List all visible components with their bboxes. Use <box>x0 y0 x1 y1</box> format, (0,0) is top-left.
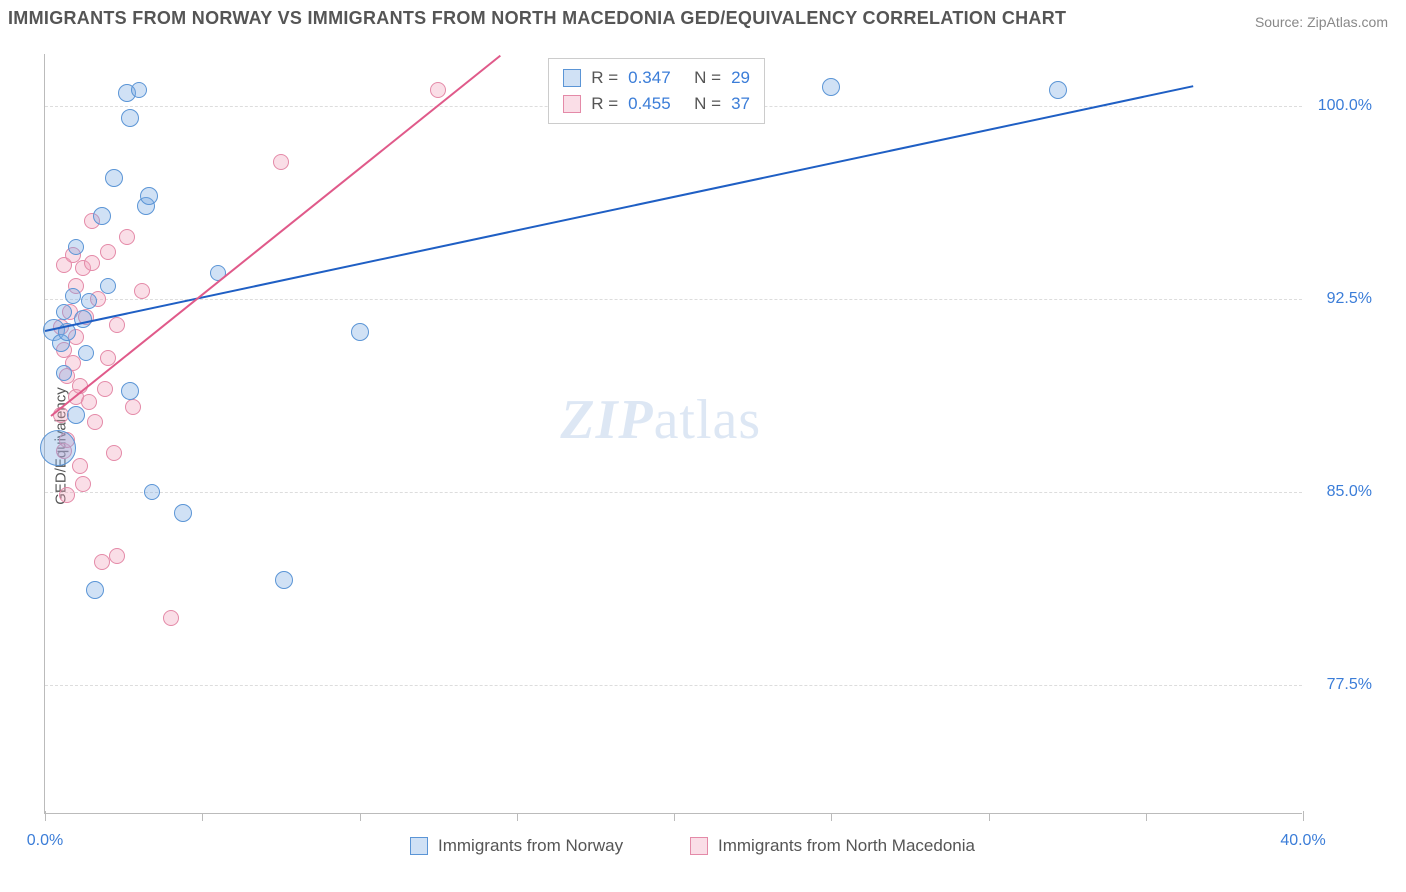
data-point <box>78 345 94 361</box>
data-point <box>134 283 150 299</box>
chart-container: IMMIGRANTS FROM NORWAY VS IMMIGRANTS FRO… <box>0 0 1406 892</box>
y-tick-label: 85.0% <box>1312 483 1372 501</box>
data-point <box>106 445 122 461</box>
x-tick <box>1303 811 1304 821</box>
watermark: ZIPatlas <box>560 388 761 452</box>
legend-r-value: 0.347 <box>628 68 684 88</box>
data-point <box>100 244 116 260</box>
data-point <box>72 458 88 474</box>
legend-row: R = 0.347 N = 29 <box>563 65 750 91</box>
data-point <box>94 554 110 570</box>
data-point <box>140 187 158 205</box>
y-tick-label: 100.0% <box>1312 97 1372 115</box>
data-point <box>163 610 179 626</box>
data-point <box>125 399 141 415</box>
x-tick-label: 0.0% <box>27 832 63 850</box>
data-point <box>56 304 72 320</box>
x-tick <box>45 811 46 821</box>
data-point <box>86 581 104 599</box>
data-point <box>351 323 369 341</box>
data-point <box>68 239 84 255</box>
gridline <box>45 299 1302 300</box>
data-point <box>56 365 72 381</box>
data-point <box>109 548 125 564</box>
data-point <box>144 484 160 500</box>
data-point <box>822 78 840 96</box>
legend-n-value: 37 <box>731 94 750 114</box>
data-point <box>81 394 97 410</box>
watermark-atlas: atlas <box>654 389 762 451</box>
legend-swatch <box>690 837 708 855</box>
x-tick <box>674 814 675 821</box>
source-label: Source: ZipAtlas.com <box>1255 14 1388 30</box>
x-tick <box>1146 814 1147 821</box>
x-tick <box>831 814 832 821</box>
data-point <box>84 255 100 271</box>
series-legend-item: Immigrants from North Macedonia <box>690 836 975 856</box>
gridline <box>45 492 1302 493</box>
x-tick-label: 40.0% <box>1280 832 1325 850</box>
legend-n-value: 29 <box>731 68 750 88</box>
legend-r-value: 0.455 <box>628 94 684 114</box>
data-point <box>430 82 446 98</box>
plot-area: ZIPatlas 77.5%85.0%92.5%100.0%0.0%40.0%R… <box>44 54 1302 814</box>
series-legend-item: Immigrants from Norway <box>410 836 623 856</box>
data-point <box>109 317 125 333</box>
data-point <box>121 382 139 400</box>
data-point <box>59 487 75 503</box>
x-tick <box>360 814 361 821</box>
legend-swatch <box>410 837 428 855</box>
gridline <box>45 685 1302 686</box>
legend-row: R = 0.455 N = 37 <box>563 91 750 117</box>
series-legend-label: Immigrants from North Macedonia <box>718 836 975 856</box>
data-point <box>67 406 85 424</box>
data-point <box>97 381 113 397</box>
legend-r-label: R = <box>591 94 618 114</box>
data-point <box>74 310 92 328</box>
series-legend-label: Immigrants from Norway <box>438 836 623 856</box>
data-point <box>81 293 97 309</box>
x-tick <box>517 814 518 821</box>
data-point <box>174 504 192 522</box>
x-tick <box>989 814 990 821</box>
data-point <box>40 430 76 466</box>
data-point <box>275 571 293 589</box>
data-point <box>105 169 123 187</box>
data-point <box>93 207 111 225</box>
data-point <box>1049 81 1067 99</box>
data-point <box>119 229 135 245</box>
correlation-legend: R = 0.347 N = 29 R = 0.455 N = 37 <box>548 58 765 124</box>
legend-swatch <box>563 69 581 87</box>
legend-r-label: R = <box>591 68 618 88</box>
data-point <box>65 288 81 304</box>
legend-n-label: N = <box>694 94 721 114</box>
y-tick-label: 92.5% <box>1312 290 1372 308</box>
data-point <box>121 109 139 127</box>
legend-n-label: N = <box>694 68 721 88</box>
data-point <box>131 82 147 98</box>
data-point <box>75 476 91 492</box>
y-tick-label: 77.5% <box>1312 676 1372 694</box>
data-point <box>87 414 103 430</box>
legend-swatch <box>563 95 581 113</box>
data-point <box>273 154 289 170</box>
watermark-zip: ZIP <box>560 389 653 451</box>
chart-title: IMMIGRANTS FROM NORWAY VS IMMIGRANTS FRO… <box>8 8 1066 29</box>
x-tick <box>202 814 203 821</box>
data-point <box>100 278 116 294</box>
